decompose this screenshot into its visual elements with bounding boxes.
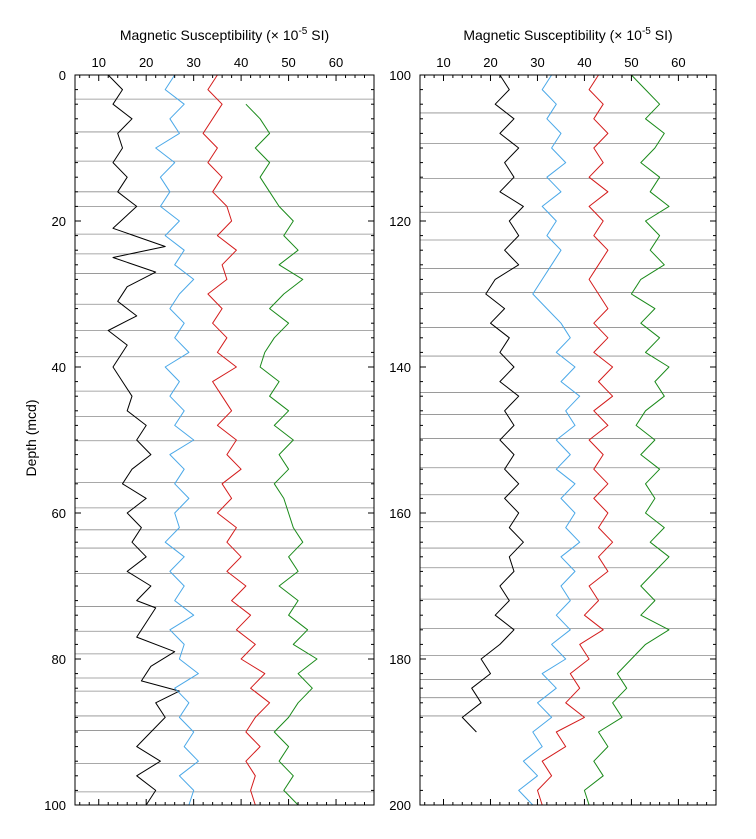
y-axis-label: Depth (mcd) xyxy=(23,399,39,476)
title-end: SI) xyxy=(651,27,673,43)
title-main: Magnetic Susceptibility (× 10 xyxy=(120,27,299,43)
x-tick-label: 60 xyxy=(671,55,685,70)
x-tick-label: 50 xyxy=(624,55,638,70)
y-tick-label: 200 xyxy=(389,798,411,813)
x-tick-label: 50 xyxy=(281,55,295,70)
y-tick-label: 0 xyxy=(59,68,66,83)
series-line-green xyxy=(583,74,670,806)
y-tick-label: 80 xyxy=(52,652,66,667)
plot-frame xyxy=(419,74,717,806)
y-tick-label: 60 xyxy=(52,506,66,521)
x-tick-label: 30 xyxy=(530,55,544,70)
title-superscript: -5 xyxy=(298,26,307,37)
title-end: SI) xyxy=(307,27,329,43)
x-tick-label: 30 xyxy=(186,55,200,70)
x-tick-label: 20 xyxy=(483,55,497,70)
series-line-black xyxy=(107,74,180,806)
y-tick-label: 40 xyxy=(52,360,66,375)
series-line-red xyxy=(537,74,614,806)
x-tick-label: 10 xyxy=(91,55,105,70)
title-superscript: -5 xyxy=(642,26,651,37)
x-tick-label: 40 xyxy=(234,55,248,70)
panel-right: 10 20 30 40 50 60 100 120 140 160 180 200 Magnetic S… xyxy=(389,26,717,813)
panel-title: Magnetic Susceptibility (× 10-5 SI) xyxy=(120,26,329,43)
x-tick-label: 10 xyxy=(436,55,450,70)
title-main: Magnetic Susceptibility (× 10 xyxy=(463,27,642,43)
series-line-green xyxy=(245,103,318,806)
y-tick-label: 20 xyxy=(52,214,66,229)
y-tick-label: 140 xyxy=(389,360,411,375)
x-tick-label: 40 xyxy=(577,55,591,70)
panel-left: 10 20 30 40 50 60 0 20 40 60 80 100 Magnetic Suscept… xyxy=(44,26,375,813)
x-tick-label: 20 xyxy=(139,55,153,70)
x-tick-label: 60 xyxy=(329,55,343,70)
plot-frame xyxy=(74,74,375,806)
series-line-blue xyxy=(155,74,199,806)
y-tick-label: 120 xyxy=(389,214,411,229)
panel-title: Magnetic Susceptibility (× 10-5 SI) xyxy=(463,26,672,43)
series-line-black xyxy=(461,74,524,733)
series-line-blue xyxy=(518,74,581,806)
y-tick-label: 180 xyxy=(389,652,411,667)
y-tick-label: 160 xyxy=(389,506,411,521)
y-tick-label: 100 xyxy=(44,798,66,813)
y-tick-label: 100 xyxy=(389,68,411,83)
series-line-red xyxy=(202,74,271,806)
